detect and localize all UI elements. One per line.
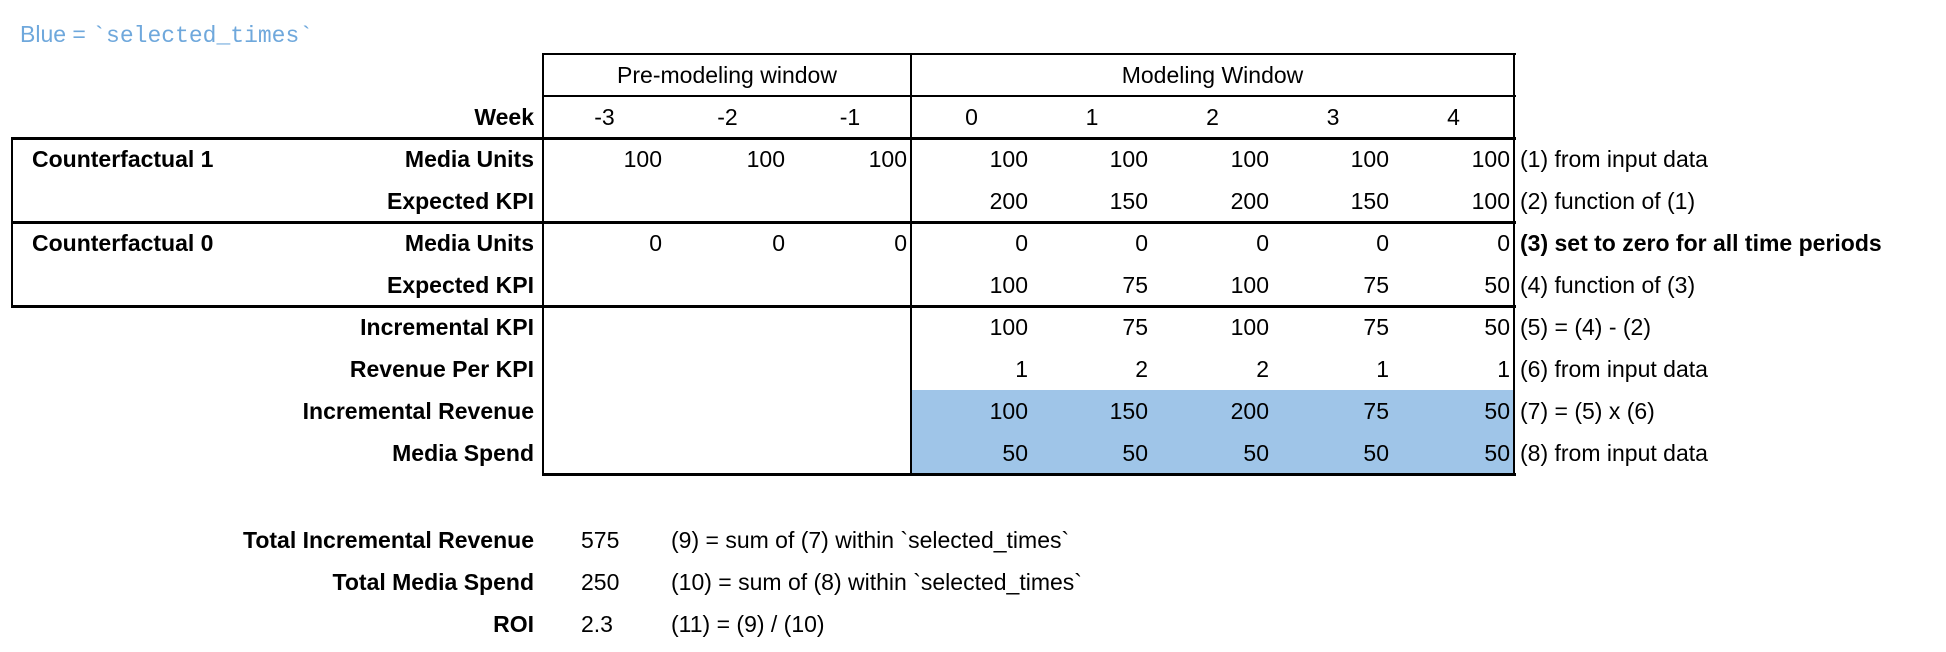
table-cell: 100 <box>746 146 785 172</box>
pre-window-header: Pre-modeling window <box>617 62 837 88</box>
table-cell: 75 <box>1122 314 1148 340</box>
table-cell: 50 <box>1122 440 1148 466</box>
table-cell: 150 <box>1350 188 1389 214</box>
table-cell: 1 <box>1497 356 1510 382</box>
table-cell: 150 <box>1109 398 1148 424</box>
table-border <box>543 53 1516 55</box>
table-cell: 0 <box>1376 230 1389 256</box>
table-cell: 0 <box>894 230 907 256</box>
legend-code: `selected_times` <box>92 23 314 49</box>
row-note: (5) = (4) - (2) <box>1520 314 1651 340</box>
table-cell: 100 <box>1230 272 1269 298</box>
table-cell: 100 <box>1471 188 1510 214</box>
table-cell: 75 <box>1363 272 1389 298</box>
row-label: Media Spend <box>392 440 534 466</box>
table-cell: 100 <box>989 146 1028 172</box>
summary-value: 2.3 <box>581 611 613 637</box>
legend-prefix: Blue = <box>20 21 93 47</box>
group-label: Counterfactual 0 <box>32 230 214 256</box>
table-cell: 100 <box>868 146 907 172</box>
table-border <box>11 137 1516 140</box>
table-cell: 50 <box>1243 440 1269 466</box>
week-header: 0 <box>965 104 978 130</box>
row-label: Expected KPI <box>387 272 534 298</box>
table-cell: 2 <box>1135 356 1148 382</box>
table-cell: 100 <box>989 314 1028 340</box>
table-cell: 1 <box>1015 356 1028 382</box>
table-cell: 100 <box>1350 146 1389 172</box>
table-border <box>543 95 1516 97</box>
table-cell: 0 <box>1256 230 1269 256</box>
week-header: 1 <box>1085 104 1099 130</box>
week-header: -1 <box>839 104 861 130</box>
week-header: 2 <box>1206 104 1219 130</box>
table-border <box>543 473 1516 476</box>
row-label: Incremental KPI <box>360 314 534 340</box>
table-border <box>11 137 13 308</box>
row-label: Incremental Revenue <box>302 398 534 424</box>
row-note: (6) from input data <box>1520 356 1708 382</box>
group-label: Counterfactual 1 <box>32 146 214 172</box>
week-label: Week <box>474 104 534 130</box>
week-header: -2 <box>717 104 738 130</box>
table-cell: 50 <box>1002 440 1028 466</box>
table-border <box>1513 53 1515 476</box>
table-cell: 150 <box>1109 188 1148 214</box>
table-cell: 200 <box>1230 188 1269 214</box>
legend-note: Blue = `selected_times` <box>20 14 313 56</box>
row-label: Media Units <box>404 230 534 256</box>
table-cell: 200 <box>989 188 1028 214</box>
row-label: Media Units <box>404 146 534 172</box>
row-note: (3) set to zero for all time periods <box>1520 230 1882 256</box>
table-cell: 200 <box>1230 398 1269 424</box>
summary-label: Total Incremental Revenue <box>243 527 534 553</box>
table-cell: 1 <box>1376 356 1389 382</box>
summary-label: Total Media Spend <box>332 569 534 595</box>
table-cell: 75 <box>1122 272 1148 298</box>
table-border <box>11 221 1516 224</box>
row-note: (8) from input data <box>1520 440 1708 466</box>
table-cell: 75 <box>1363 314 1389 340</box>
table-cell: 75 <box>1363 398 1389 424</box>
summary-label: ROI <box>493 611 534 637</box>
table-cell: 100 <box>1109 146 1148 172</box>
table-cell: 2 <box>1256 356 1269 382</box>
table-cell: 50 <box>1484 398 1510 424</box>
table-cell: 0 <box>1497 230 1510 256</box>
table-cell: 100 <box>623 146 662 172</box>
table-cell: 50 <box>1484 314 1510 340</box>
table-border <box>910 53 912 476</box>
table-cell: 50 <box>1484 272 1510 298</box>
row-note: (7) = (5) x (6) <box>1520 398 1655 424</box>
summary-value: 250 <box>581 569 620 595</box>
table-cell: 0 <box>1135 230 1148 256</box>
table-cell: 100 <box>989 398 1028 424</box>
table-cell: 50 <box>1363 440 1389 466</box>
summary-formula: (11) = (9) / (10) <box>671 611 825 637</box>
table-cell: 0 <box>1015 230 1028 256</box>
row-label: Revenue Per KPI <box>349 356 534 382</box>
week-header: 4 <box>1447 104 1460 130</box>
table-border <box>542 53 544 476</box>
table-cell: 100 <box>1471 146 1510 172</box>
row-note: (4) function of (3) <box>1520 272 1696 298</box>
table-cell: 100 <box>989 272 1028 298</box>
highlight-cell-range <box>911 432 1514 474</box>
row-note: (2) function of (1) <box>1520 188 1696 214</box>
row-note: (1) from input data <box>1520 146 1708 172</box>
table-cell: 50 <box>1484 440 1510 466</box>
summary-formula: (10) = sum of (8) within `selected_times… <box>671 569 1082 595</box>
summary-formula: (9) = sum of (7) within `selected_times` <box>671 527 1070 553</box>
highlight-cell-range <box>911 390 1514 432</box>
week-header: 3 <box>1326 104 1340 130</box>
summary-value: 575 <box>581 527 620 553</box>
table-border <box>11 305 1516 308</box>
row-label: Expected KPI <box>387 188 534 214</box>
table-cell: 0 <box>649 230 662 256</box>
table-cell: 100 <box>1230 146 1269 172</box>
week-header: -3 <box>594 104 615 130</box>
table-cell: 0 <box>772 230 785 256</box>
table-cell: 100 <box>1230 314 1269 340</box>
modeling-window-header: Modeling Window <box>1121 62 1304 88</box>
